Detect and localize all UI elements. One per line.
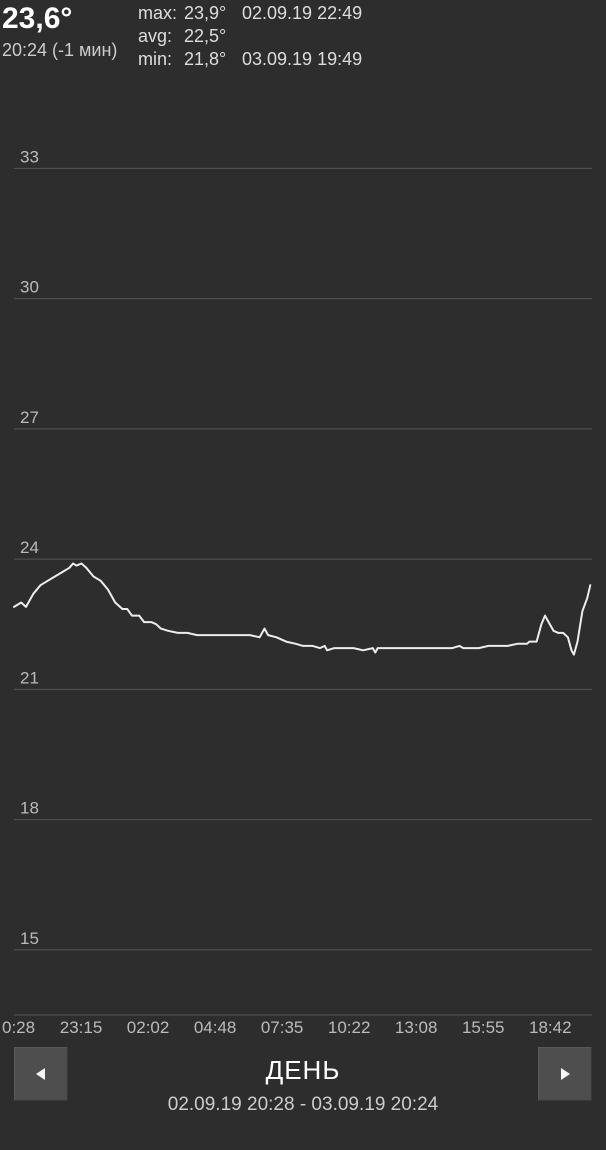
period-label[interactable]: ДЕНЬ	[0, 1037, 606, 1086]
stat-avg-label: avg:	[138, 25, 184, 48]
header-left: 23,6° 20:24 (-1 мин)	[0, 2, 138, 71]
svg-text:10:22: 10:22	[328, 1018, 371, 1037]
stat-max-time: 02.09.19 22:49	[242, 2, 382, 25]
temperature-chart[interactable]: 15 18 21 24 27 30 33 0:28 23:15 02:02 04:48 07:35 10…	[0, 75, 606, 1037]
triangle-right-icon	[557, 1066, 573, 1082]
header: 23,6° 20:24 (-1 мин) max: 23,9° 02.09.19…	[0, 0, 606, 75]
svg-text:04:48: 04:48	[194, 1018, 237, 1037]
svg-text:02:02: 02:02	[127, 1018, 170, 1037]
header-stats: max: 23,9° 02.09.19 22:49 avg: 22,5° min…	[138, 2, 382, 71]
prev-period-button[interactable]	[14, 1047, 68, 1101]
svg-text:13:08: 13:08	[395, 1018, 438, 1037]
svg-text:18: 18	[20, 799, 39, 818]
svg-text:07:35: 07:35	[261, 1018, 304, 1037]
stat-min-time: 03.09.19 19:49	[242, 48, 382, 71]
footer: ДЕНЬ 02.09.19 20:28 - 03.09.19 20:24	[0, 1037, 606, 1147]
period-range: 02.09.19 20:28 - 03.09.19 20:24	[0, 1094, 606, 1116]
next-period-button[interactable]	[538, 1047, 592, 1101]
svg-text:24: 24	[20, 538, 39, 557]
svg-text:15:55: 15:55	[462, 1018, 505, 1037]
chart-svg: 15 18 21 24 27 30 33 0:28 23:15 02:02 04:48 07:35 10…	[0, 75, 606, 1037]
svg-text:23:15: 23:15	[60, 1018, 103, 1037]
stat-max-label: max:	[138, 2, 184, 25]
triangle-left-icon	[33, 1066, 49, 1082]
svg-text:18:42: 18:42	[529, 1018, 572, 1037]
svg-text:21: 21	[20, 668, 39, 687]
svg-text:15: 15	[20, 929, 39, 948]
svg-text:0:28: 0:28	[2, 1018, 35, 1037]
svg-text:27: 27	[20, 408, 39, 427]
stat-max-value: 23,9°	[184, 2, 242, 25]
svg-text:30: 30	[20, 278, 39, 297]
stat-avg-time	[242, 25, 382, 48]
stat-min-value: 21,8°	[184, 48, 242, 71]
svg-text:33: 33	[20, 147, 39, 166]
stat-min-label: min:	[138, 48, 184, 71]
current-timestamp: 20:24 (-1 мин)	[2, 40, 138, 61]
stat-avg-value: 22,5°	[184, 25, 242, 48]
current-temperature: 23,6°	[2, 2, 138, 36]
